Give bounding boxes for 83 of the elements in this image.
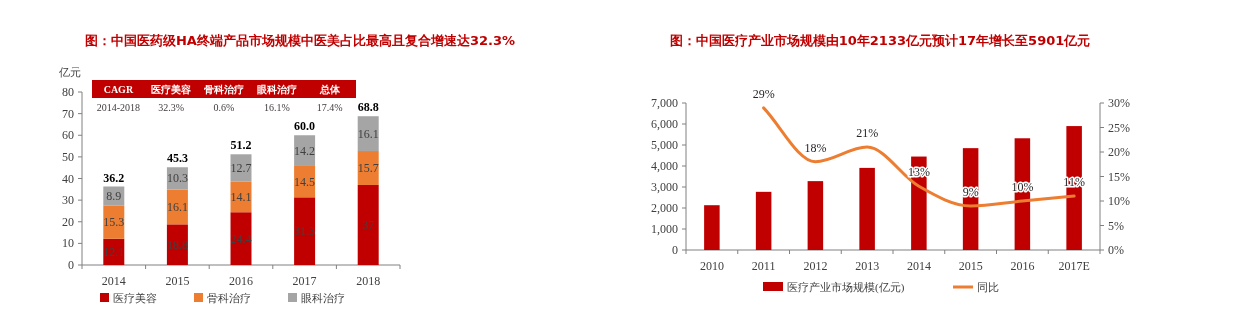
y2-tick-label: 20% xyxy=(1108,145,1130,159)
data-label: 15.3 xyxy=(103,215,125,230)
y-tick-label: 2,000 xyxy=(651,201,678,215)
data-label: 14.1 xyxy=(230,189,252,204)
legend-label: 医疗产业市场规模(亿元) xyxy=(787,281,905,294)
y-tick-label: 60 xyxy=(62,128,74,143)
data-label: 31.3 xyxy=(294,224,316,239)
x-tick-label: 2015 xyxy=(165,274,190,288)
y2-tick-label: 25% xyxy=(1108,120,1130,135)
annotation: 医疗美容 xyxy=(151,84,192,95)
y-tick-label: 70 xyxy=(62,106,74,121)
y-tick-label: 10 xyxy=(62,236,74,251)
x-tick-label: 2015 xyxy=(958,259,983,273)
x-tick-label: 2016 xyxy=(1010,259,1035,273)
legend-label: 骨科治疗 xyxy=(207,292,251,304)
data-label: 15.7 xyxy=(357,161,379,176)
bar xyxy=(859,167,875,250)
annotation: 2014-2018 xyxy=(96,102,141,113)
legend-label: 眼科治疗 xyxy=(301,292,345,304)
data-label: 37 xyxy=(362,217,375,232)
y2-tick-label: 5% xyxy=(1108,218,1124,233)
y-tick-label: 4,000 xyxy=(651,159,678,173)
x-tick-label: 2017 xyxy=(292,274,317,288)
y-tick-label: 0 xyxy=(672,243,678,257)
y-tick-label: 5,000 xyxy=(651,138,678,152)
total-label: 51.2 xyxy=(230,138,252,153)
data-label: 21% xyxy=(856,126,879,141)
annotation: 17.4% xyxy=(316,102,343,113)
chart-title: 图：中国医疗产业市场规模由10年2133亿元预计17年增长至5901亿元 xyxy=(669,33,1091,48)
y-tick-label: 6,000 xyxy=(651,117,678,131)
chart-title: 图：中国医药级HA终端产品市场规模中医美占比最高且复合增速达32.3% xyxy=(84,33,516,48)
data-label: 12.7 xyxy=(230,161,252,176)
data-label: 16.1 xyxy=(166,199,188,214)
y2-tick-label: 10% xyxy=(1108,194,1130,208)
y-tick-label: 20 xyxy=(62,214,74,229)
total-label: 68.8 xyxy=(357,100,379,115)
x-tick-label: 2014 xyxy=(101,274,126,288)
x-tick-label: 2016 xyxy=(229,274,253,288)
x-tick-label: 2018 xyxy=(356,274,381,288)
annotation: 32.3% xyxy=(158,102,185,113)
data-label: 12.1 xyxy=(103,244,125,259)
data-label: 18% xyxy=(804,140,827,155)
total-label: 36.2 xyxy=(103,170,125,185)
total-label: 60.0 xyxy=(294,119,316,134)
y2-tick-label: 15% xyxy=(1108,169,1130,184)
bar xyxy=(704,205,720,250)
y2-tick-label: 0% xyxy=(1108,243,1124,257)
bar xyxy=(294,197,316,265)
total-label: 45.3 xyxy=(166,151,188,166)
y-tick-label: 30 xyxy=(62,193,74,208)
annotation: 16.1% xyxy=(263,102,290,113)
legend-label: 医疗美容 xyxy=(113,292,157,304)
annotation: CAGR xyxy=(103,84,134,95)
x-tick-label: 2012 xyxy=(803,259,828,273)
x-tick-label: 2011 xyxy=(751,259,776,273)
x-tick-label: 2017E xyxy=(1058,259,1090,273)
annotation: 总体 xyxy=(318,84,341,95)
y-tick-label: 0 xyxy=(68,258,74,272)
data-label: 14.2 xyxy=(294,143,316,158)
bar xyxy=(755,191,772,250)
data-label: 18.8 xyxy=(166,237,188,252)
y-tick-label: 7,000 xyxy=(651,96,678,110)
x-tick-label: 2010 xyxy=(699,259,724,273)
y-tick-label: 1,000 xyxy=(651,222,678,236)
x-tick-label: 2014 xyxy=(906,259,931,273)
bar xyxy=(357,184,379,265)
bar xyxy=(807,181,824,250)
data-label: 10.3 xyxy=(166,171,188,186)
y-tick-label: 3,000 xyxy=(651,180,678,194)
y-axis-title: 亿元 xyxy=(58,66,81,78)
annotation: 眼科治疗 xyxy=(256,84,297,95)
data-label: 8.9 xyxy=(106,189,122,204)
data-label: 29% xyxy=(752,86,775,101)
annotation: 骨科治疗 xyxy=(204,84,244,95)
annotation: 0.6% xyxy=(213,102,235,113)
x-tick-label: 2013 xyxy=(855,259,880,273)
legend-label: 同比 xyxy=(977,281,999,293)
y-tick-label: 50 xyxy=(62,149,74,164)
y-tick-label: 80 xyxy=(62,85,74,99)
y2-tick-label: 30% xyxy=(1108,96,1130,110)
data-label: 14.5 xyxy=(294,174,316,189)
data-label: 16.1 xyxy=(357,126,379,141)
y-tick-label: 40 xyxy=(62,171,74,186)
